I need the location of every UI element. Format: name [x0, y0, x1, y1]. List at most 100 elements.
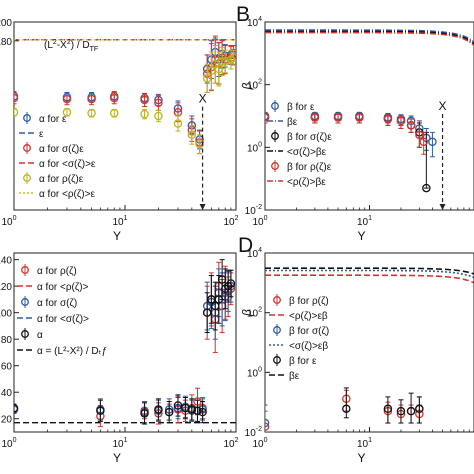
x-tick-label: 100: [1, 437, 16, 450]
x-tick-label: 101: [357, 437, 372, 450]
y-tick-label: 100: [247, 141, 262, 154]
data-point: [406, 406, 416, 416]
data-point: [187, 130, 197, 140]
y-tick-label: 40: [1, 388, 13, 399]
legend-marker: [273, 296, 281, 304]
legend-marker: [23, 114, 31, 122]
data-point: [164, 407, 174, 417]
model-curve: [265, 267, 474, 275]
data-point: [187, 405, 197, 414]
y-axis-label: β: [240, 309, 254, 317]
x-marker-arrow: [439, 204, 446, 210]
legend-marker: [271, 162, 279, 170]
data-point: [223, 281, 233, 291]
x-tick-label: 101: [112, 215, 127, 228]
legend-marker: [273, 356, 281, 364]
data-point: [109, 93, 119, 103]
x-tick-label: 102: [223, 437, 238, 450]
data-point: [140, 409, 149, 418]
legend-label: α for ρ(ζ)ε: [39, 174, 84, 185]
data-point: [265, 418, 270, 428]
data-point: [383, 404, 393, 414]
x-tick-label: 101: [357, 215, 372, 228]
data-point: [62, 107, 72, 117]
legend-label: <ρ(ζ)>βε: [287, 177, 326, 188]
legend-label: βε: [287, 117, 298, 128]
data-point: [140, 95, 149, 105]
x-tick-label: 102: [223, 215, 238, 228]
y-tick-label: 10-2: [245, 426, 262, 439]
legend-label: α for <σ(ζ)>: [37, 314, 89, 325]
data-point: [396, 406, 406, 416]
legend-marker: [21, 266, 29, 274]
legend-label: α: [37, 330, 43, 341]
data-point: [422, 183, 431, 193]
formula-annotation: (L2-X2) / DTF: [44, 39, 98, 53]
x-tick-label: 101: [112, 437, 127, 450]
data-point: [195, 139, 204, 149]
x-marker-label: X: [199, 92, 207, 106]
legend-label: β for ρ(ζ)ε: [287, 162, 332, 173]
data-point: [87, 108, 96, 118]
y-tick-label: 10-2: [245, 204, 262, 217]
legend-label: <ρ(ζ)>εβ: [289, 311, 328, 322]
model-curve: [265, 29, 474, 43]
data-point: [96, 406, 105, 416]
legend-label: α for <ρ(ζ)>ε: [39, 189, 95, 200]
data-point: [226, 279, 236, 288]
data-point: [193, 406, 202, 416]
y-tick-label: 104: [247, 247, 262, 260]
x-axis-label: Y: [357, 451, 365, 465]
x-tick-label: 100: [252, 215, 267, 228]
data-point: [310, 113, 320, 122]
legend-label: α for <ρ(ζ)>: [37, 282, 89, 293]
y-tick-label: 140: [0, 256, 12, 267]
legend-label: α for σ(ζ)ε: [39, 144, 84, 155]
model-curve: [265, 30, 474, 45]
legend-marker: [21, 298, 29, 306]
y-tick-label: 102: [247, 79, 262, 92]
data-point: [415, 130, 424, 140]
plot-area: [265, 267, 474, 432]
x-axis-label: Y: [357, 229, 365, 243]
data-point: [173, 119, 183, 128]
legend-label: β for ε: [287, 102, 315, 113]
legend-marker: [23, 144, 31, 152]
x-marker-arrow: [199, 204, 206, 210]
x-axis-label: Y: [113, 451, 121, 465]
legend-label: β for ε: [289, 356, 317, 367]
data-point: [62, 94, 72, 104]
panel-3: 10010110214012010080604020Yα for ρ(ζ)α f…: [0, 252, 239, 465]
data-point: [173, 401, 183, 410]
y-tick-label: 104: [247, 16, 262, 29]
legend-marker: [21, 330, 29, 338]
panel-letter: D: [238, 234, 253, 257]
legend-label: α for σ(ζ): [37, 298, 77, 309]
legend-label: α for <σ(ζ)>ε: [39, 159, 96, 170]
data-point: [220, 57, 230, 66]
legend-marker: [271, 102, 279, 110]
data-point: [14, 107, 19, 117]
data-point: [265, 113, 270, 122]
legend-marker: [273, 326, 281, 334]
x-tick-label: 100: [1, 215, 16, 228]
data-point: [415, 404, 424, 414]
legend: β for ρ(ζ) <ρ(ζ)>εβ β for σ(ζ) <σ(ζ)>εβ β fo…: [269, 294, 329, 382]
legend: β for ε βε β for σ(ζ)ε <σ(ζ)>βε β for ρ(ζ)ε <…: [267, 100, 332, 188]
data-point: [229, 53, 236, 62]
data-point: [140, 109, 149, 119]
legend-label: α for ρ(ζ): [37, 266, 77, 277]
data-point: [154, 111, 163, 121]
data-point: [109, 108, 119, 118]
data-point: [198, 407, 207, 417]
legend-label: <σ(ζ)>βε: [287, 147, 327, 158]
data-point: [14, 403, 19, 413]
plot-area: [265, 29, 474, 193]
y-tick-label: 200: [0, 18, 12, 29]
data-point: [396, 116, 406, 126]
x-axis-label: Y: [113, 229, 121, 243]
